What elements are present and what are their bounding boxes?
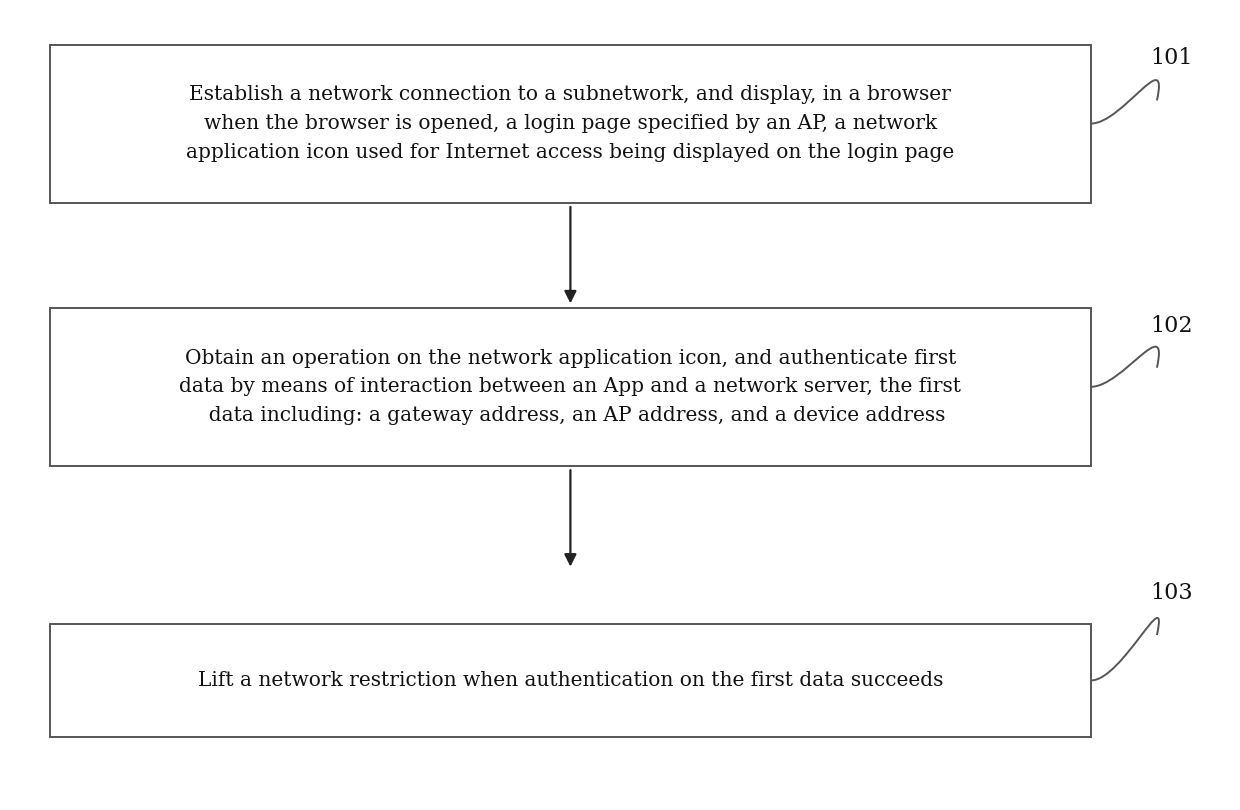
Bar [50, 624, 1091, 737]
Text: Obtain an operation on the network application icon, and authenticate first
data: Obtain an operation on the network appli… [180, 348, 961, 425]
Text: Establish a network connection to a subnetwork, and display, in a browser
when t: Establish a network connection to a subn… [186, 85, 955, 162]
Text: 103: 103 [1151, 582, 1193, 604]
Text: 101: 101 [1151, 47, 1193, 70]
Text: Lift a network restriction when authentication on the first data succeeds: Lift a network restriction when authenti… [197, 671, 944, 690]
Text: 102: 102 [1151, 314, 1193, 337]
Bar [50, 308, 1091, 466]
Bar [50, 45, 1091, 202]
